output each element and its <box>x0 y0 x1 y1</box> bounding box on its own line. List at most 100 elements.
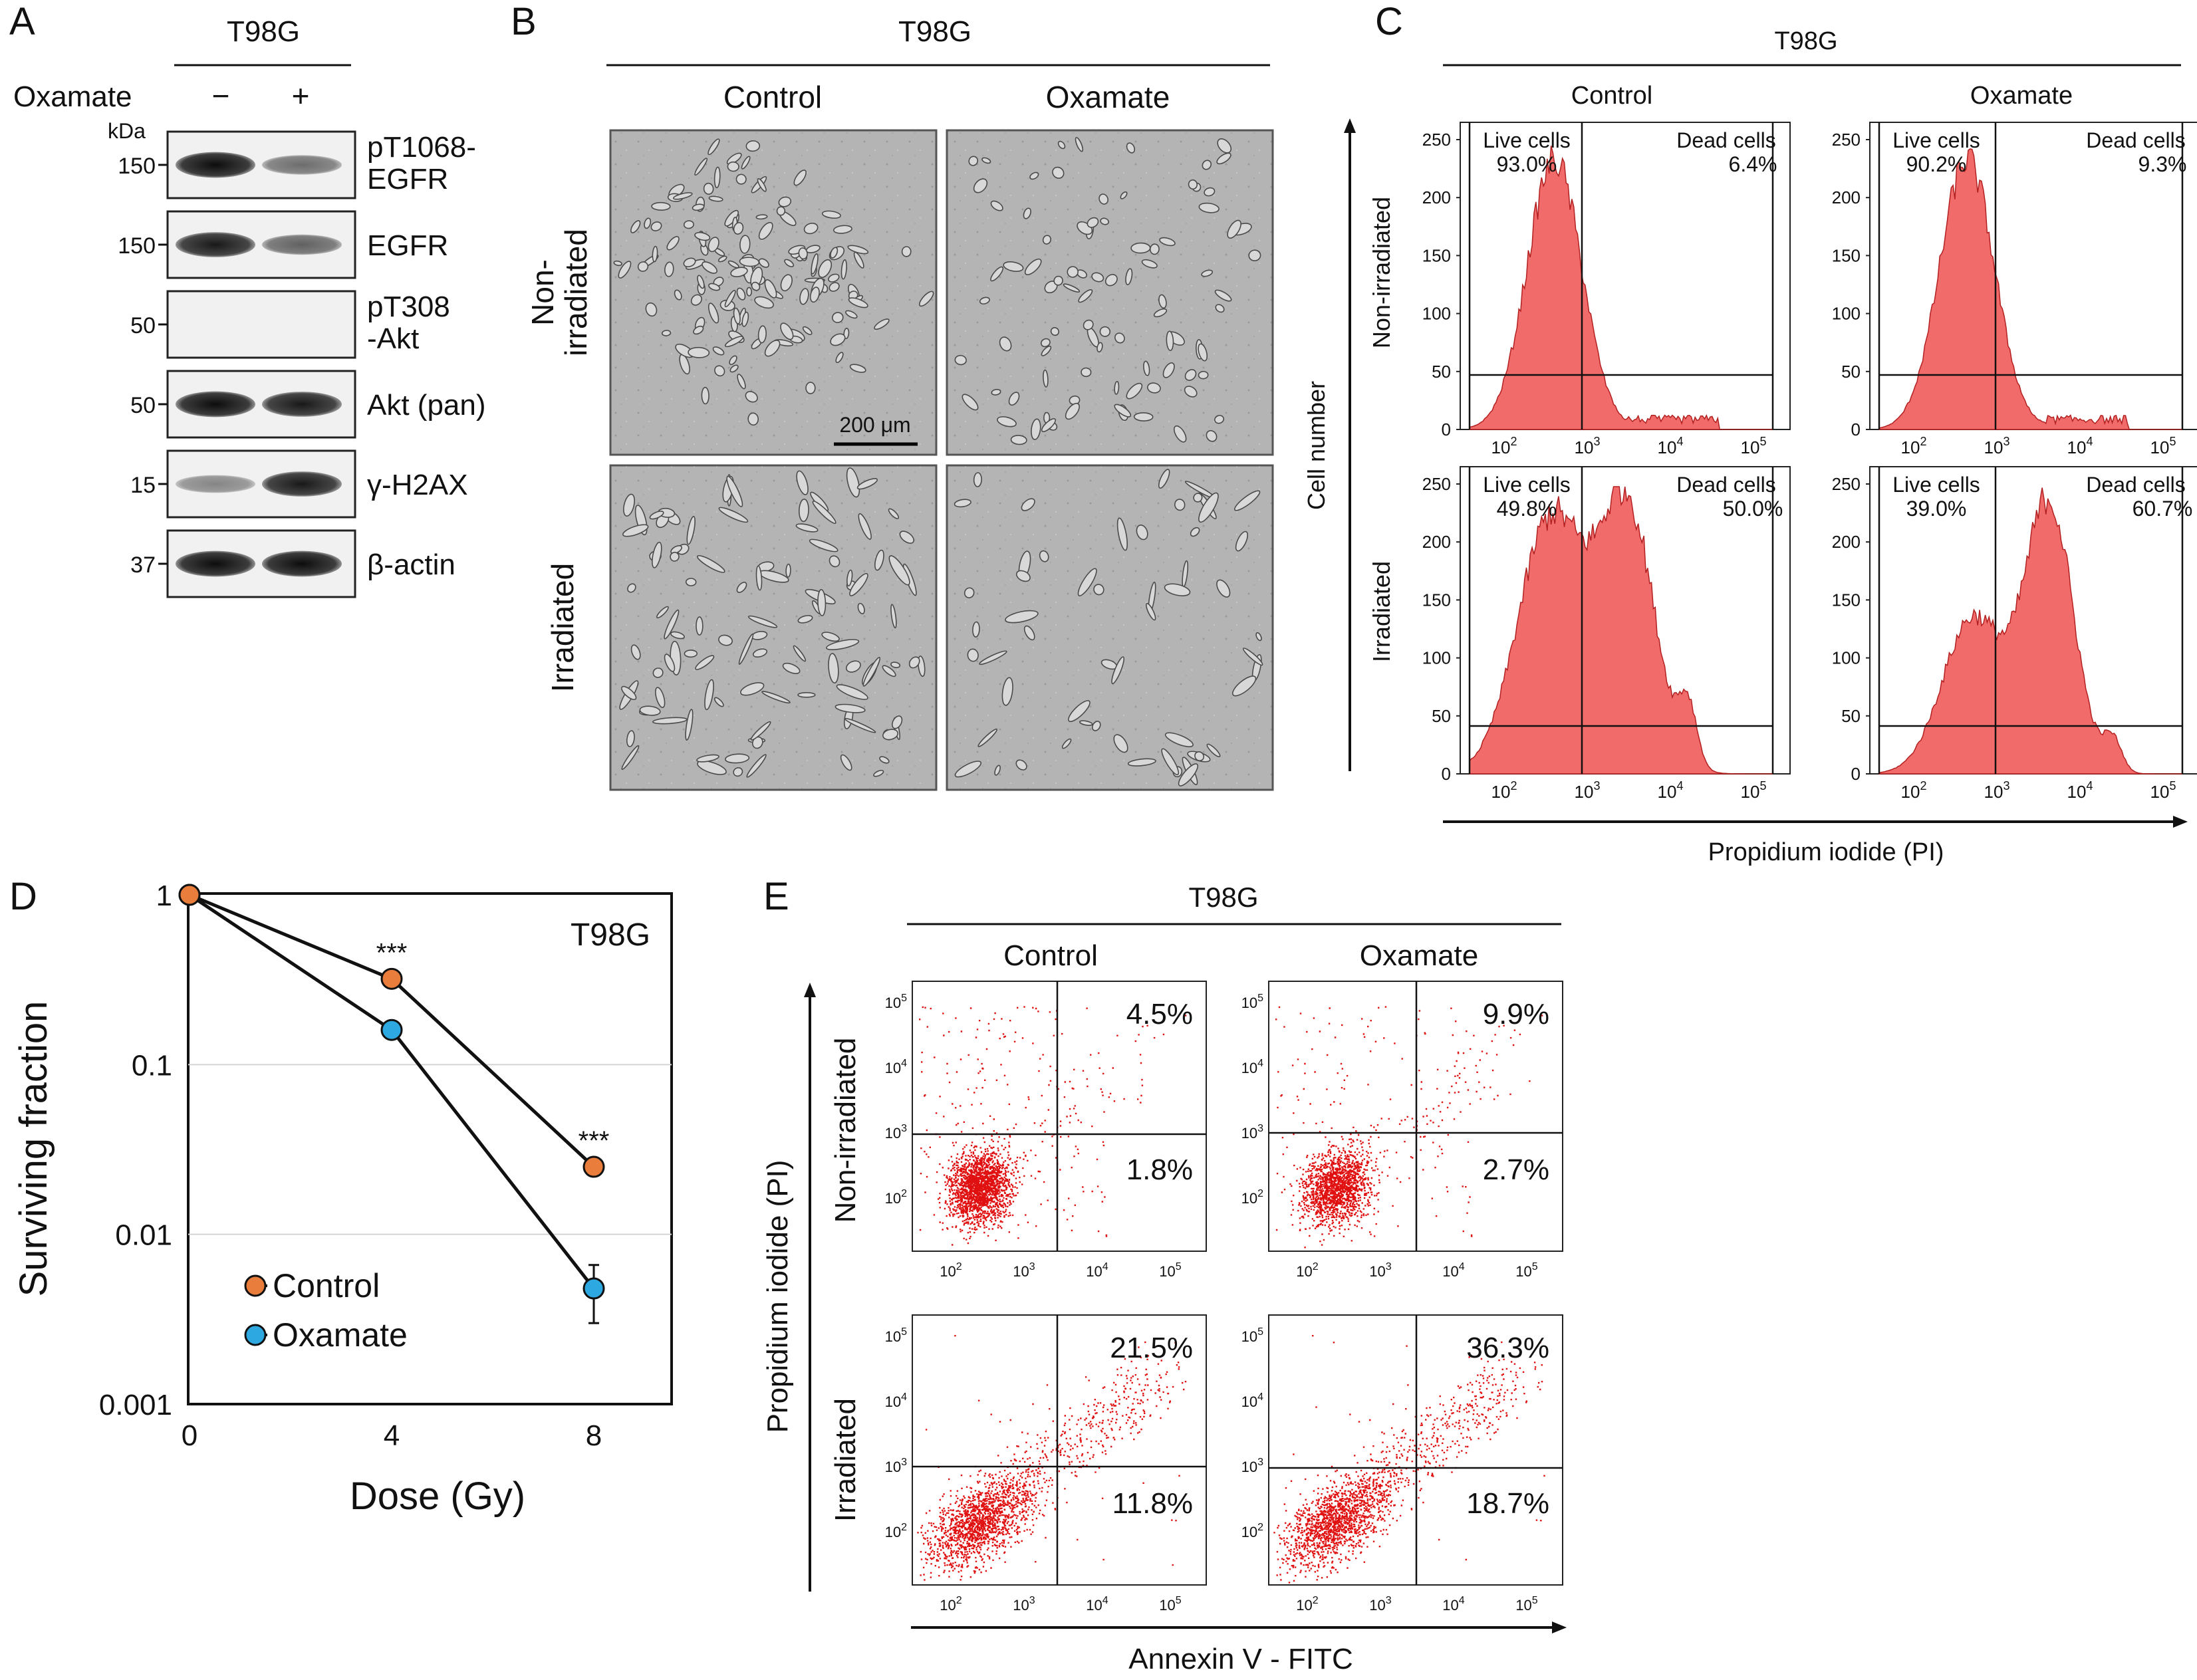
scatter-y-tick: 105 <box>885 1326 907 1345</box>
scatter-dots <box>917 1335 1187 1581</box>
live-cells-label: Live cells <box>1483 128 1571 152</box>
scatter-y-tick: 102 <box>1241 1188 1263 1207</box>
survival-plot-frame <box>187 892 673 1405</box>
histogram-x-tick: 105 <box>1741 435 1767 457</box>
lane-sign-plus: + <box>292 78 310 113</box>
scatter-y-tick: 104 <box>885 1391 907 1410</box>
dead-cells-label: Dead cells <box>2086 473 2185 497</box>
histogram-y-tick: 0 <box>1851 420 1861 439</box>
annexin-scatter-plot: 36.3% 18.7% 105 104 103 102 102 103 104 105 <box>1241 1314 1563 1614</box>
panel-e-row-irr: Irradiated <box>829 1398 862 1522</box>
blot-strip: 37 β-actin <box>130 529 455 598</box>
panel-b-col-oxamate: Oxamate <box>1046 80 1170 114</box>
histogram-x-tick: 102 <box>1491 779 1517 802</box>
blot-strip: 50 Akt (pan) <box>130 370 486 439</box>
blot-strip: 50 pT308-Akt <box>130 290 450 359</box>
survival-y-tick: 0.1 <box>132 1049 172 1082</box>
histogram-fill <box>1878 487 2182 775</box>
blot-band <box>176 550 255 577</box>
histogram-y-tick: 0 <box>1442 764 1451 784</box>
annexin-scatter-plot: 4.5% 1.8% 105 104 103 102 102 103 104 105 <box>885 981 1207 1280</box>
scatter-x-tick: 102 <box>1296 1595 1318 1614</box>
blot-band <box>262 392 342 417</box>
histogram-y-tick: 0 <box>1851 764 1861 784</box>
scatter-frame <box>912 1314 1207 1586</box>
blot-band <box>176 475 255 493</box>
scatter-x-tick: 103 <box>1369 1595 1391 1614</box>
survival-y-tick: 1 <box>156 880 172 912</box>
panel-e-annexin-scatter: T98G Control Oxamate Non-irradiated Irra… <box>761 882 1567 1675</box>
dead-cells-percent: 50.0% <box>1723 497 1783 521</box>
panel-c-row-irr: Irradiated <box>1368 561 1395 662</box>
blot-protein-label: pT1068- <box>367 131 476 164</box>
panel-e-x-axis-label: Annexin V - FITC <box>1128 1643 1353 1675</box>
histogram-y-tick: 150 <box>1832 590 1861 610</box>
histogram-x-tick: 105 <box>1741 779 1767 802</box>
molecular-weight-label: 50 <box>130 313 156 338</box>
histogram-fill <box>1469 486 1773 775</box>
histogram-y-tick: 200 <box>1832 532 1861 552</box>
live-cells-percent: 90.2% <box>1906 152 1967 176</box>
panel-d-survival-chart: T98G Surviving fraction Dose (Gy) 1 0.1 0.… <box>12 880 673 1518</box>
scatter-dots <box>919 1006 1187 1246</box>
legend-marker-oxamate <box>244 1324 267 1346</box>
legend-label-oxamate: Oxamate <box>273 1316 408 1354</box>
molecular-weight-label: 50 <box>130 393 156 418</box>
histogram-y-tick: 250 <box>1422 130 1451 150</box>
survival-point-oxamate <box>582 1277 605 1300</box>
histogram-fill <box>1878 148 2182 430</box>
scatter-x-tick: 102 <box>1296 1261 1318 1280</box>
micrograph-image <box>609 129 938 456</box>
live-cells-percent: 93.0% <box>1497 152 1557 176</box>
lower-right-percent: 11.8% <box>1112 1487 1194 1520</box>
histogram-y-tick: 150 <box>1422 245 1451 265</box>
histogram-y-tick: 200 <box>1422 532 1451 552</box>
blot-protein-label: pT308 <box>367 291 450 323</box>
survival-x-tick: 4 <box>384 1419 400 1452</box>
panel-b-row-nonirr-1: Non- <box>525 259 560 326</box>
scale-bar-label: 200 μm <box>839 413 910 437</box>
annexin-scatter-plot: 21.5% 11.8% 105 104 103 102 102 103 104 105 <box>885 1314 1207 1614</box>
scatter-x-tick: 102 <box>940 1595 962 1614</box>
panel-b-cell-line: T98G <box>898 15 971 48</box>
panel-c-x-arrowhead <box>2173 816 2188 828</box>
scatter-y-tick: 102 <box>885 1522 907 1540</box>
panel-b-col-control: Control <box>723 80 822 114</box>
dead-cells-percent: 9.3% <box>2138 152 2187 176</box>
blot-band <box>262 234 342 255</box>
histogram-x-tick: 104 <box>1658 435 1684 457</box>
live-cells-label: Live cells <box>1892 473 1980 497</box>
panel-c-cell-line: T98G <box>1774 27 1837 55</box>
blot-strip: 150 pT1068-EGFR <box>118 130 476 199</box>
panel-letter-d: D <box>9 875 37 918</box>
histogram-y-tick: 250 <box>1422 474 1451 494</box>
survival-point-oxamate <box>380 1019 403 1041</box>
panel-letter-c: C <box>1375 0 1403 43</box>
scatter-y-tick: 105 <box>1241 1326 1263 1345</box>
histogram-x-tick: 102 <box>1491 435 1517 457</box>
histogram-y-tick: 200 <box>1832 187 1861 207</box>
scatter-x-tick: 104 <box>1086 1261 1108 1280</box>
panel-b-row-irr: Irradiated <box>545 563 580 692</box>
blot-frame <box>166 290 356 359</box>
panel-c-row-nonirr: Non-irradiated <box>1368 197 1395 348</box>
histogram-y-tick: 50 <box>1841 362 1861 382</box>
scatter-x-tick: 105 <box>1515 1261 1537 1280</box>
scatter-x-tick: 102 <box>940 1261 962 1280</box>
survival-y-tick: 0.001 <box>99 1389 172 1421</box>
micrograph-image <box>946 129 1274 456</box>
scatter-dots <box>1273 1335 1545 1584</box>
histogram-x-tick: 105 <box>2150 779 2176 802</box>
panel-e-x-arrowhead <box>1552 1621 1567 1633</box>
panel-e-col-control: Control <box>1003 939 1098 972</box>
panel-e-row-nonirr: Non-irradiated <box>829 1038 862 1223</box>
survival-x-axis-label: Dose (Gy) <box>350 1475 525 1518</box>
scatter-y-tick: 102 <box>885 1188 907 1207</box>
dead-cells-percent: 60.7% <box>2132 497 2193 521</box>
blot-band <box>262 471 342 497</box>
molecular-weight-label: 15 <box>130 473 156 498</box>
upper-right-percent: 36.3% <box>1466 1332 1549 1364</box>
panel-c-x-axis-label: Propidium iodide (PI) <box>1708 838 1944 866</box>
scatter-y-tick: 104 <box>885 1058 907 1076</box>
